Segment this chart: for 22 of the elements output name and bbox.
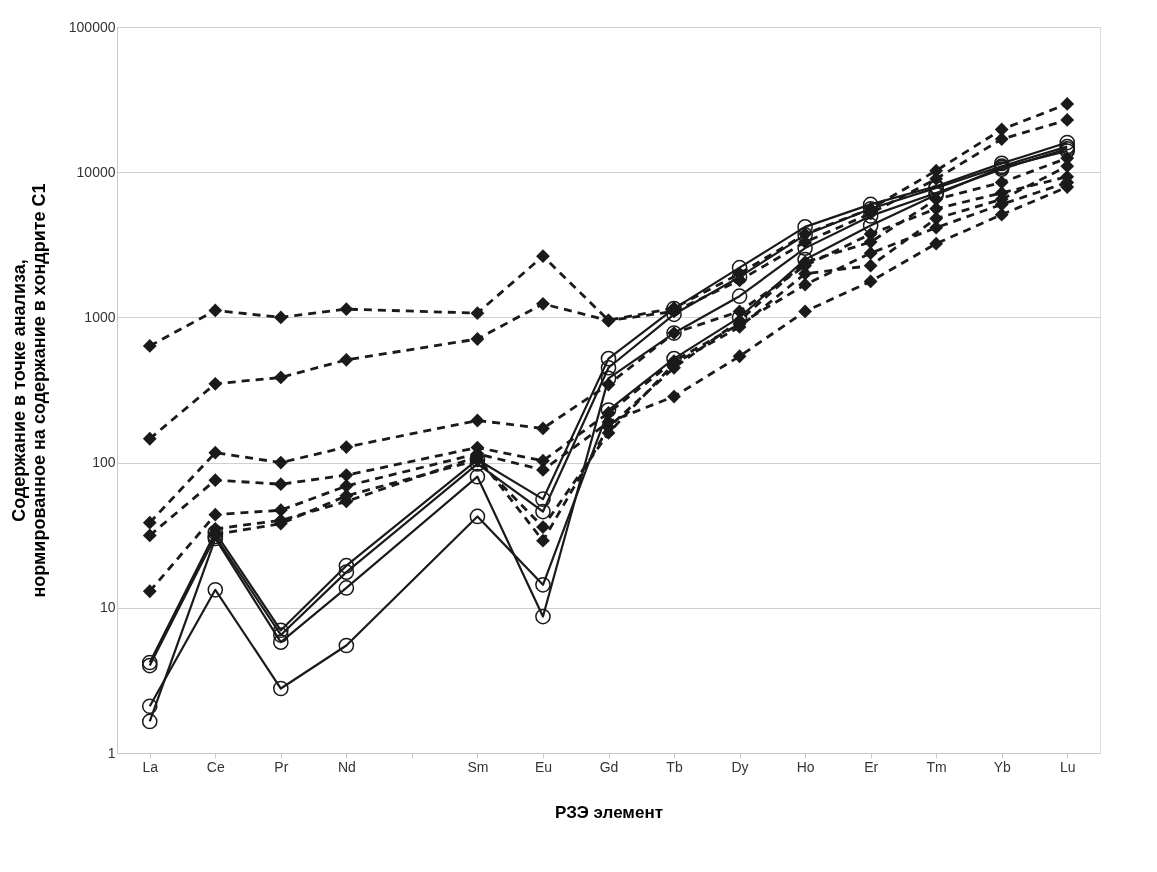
x-tick-label: Pr [274, 758, 289, 775]
y-tick-label: 1000 [84, 308, 116, 325]
x-tick-label: Dy [731, 758, 749, 775]
y-tick-label: 100 [92, 454, 116, 471]
x-tick-label: Tm [926, 758, 947, 775]
y-tick-label: 10000 [76, 163, 116, 180]
x-axis-title: РЗЭ элемент [555, 802, 663, 822]
y-tick-label: 1 [107, 744, 116, 761]
x-tick-label: Sm [467, 758, 489, 775]
x-tick-label: Eu [534, 758, 553, 775]
y-tick-label: 10 [99, 599, 116, 616]
x-tick-label: Gd [599, 758, 619, 775]
x-tick-label: La [142, 758, 159, 775]
x-tick-label: Lu [1059, 758, 1076, 775]
x-tick-label: Ho [796, 758, 815, 775]
y-axis-title: Содержание в точке анализа, нормированное на содержание в хондрите С1 [8, 183, 49, 598]
y-tick-label: 100000 [68, 18, 116, 35]
x-tick-label: Er [864, 758, 879, 775]
x-tick-label: Nd [337, 758, 356, 775]
x-tick-label: Tb [666, 758, 683, 775]
x-tick-label: Yb [993, 758, 1011, 775]
x-tick-label: Ce [206, 758, 225, 775]
